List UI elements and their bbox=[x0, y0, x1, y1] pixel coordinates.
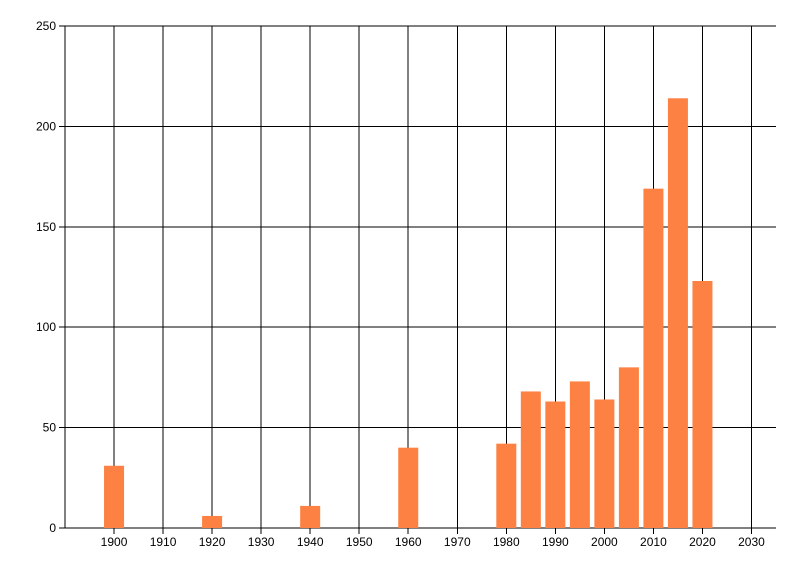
x-tick-label-1980: 1980 bbox=[493, 535, 520, 549]
bar-2005 bbox=[618, 367, 639, 528]
y-tick-label-150: 150 bbox=[36, 220, 56, 234]
y-tick-label-250: 250 bbox=[36, 19, 56, 33]
x-tick-label-2010: 2010 bbox=[640, 535, 667, 549]
x-tick-label-1930: 1930 bbox=[248, 535, 275, 549]
x-tick-label-1940: 1940 bbox=[297, 535, 324, 549]
bar-2015 bbox=[667, 98, 688, 529]
bar-1980 bbox=[496, 443, 517, 528]
bar-2000 bbox=[594, 399, 615, 528]
bar-1990 bbox=[545, 401, 566, 528]
x-tick-label-1950: 1950 bbox=[346, 535, 373, 549]
bar-2020 bbox=[692, 281, 713, 528]
bar-1985 bbox=[520, 391, 541, 528]
y-tick-label-50: 50 bbox=[43, 421, 57, 435]
x-tick-label-1900: 1900 bbox=[101, 535, 128, 549]
bar-1960 bbox=[398, 447, 419, 528]
y-tick-label-100: 100 bbox=[36, 320, 56, 334]
bar-1920 bbox=[202, 515, 223, 528]
x-tick-label-1960: 1960 bbox=[395, 535, 422, 549]
x-tick-label-1970: 1970 bbox=[444, 535, 471, 549]
x-tick-label-2030: 2030 bbox=[738, 535, 765, 549]
axis-labels: 0 50 100 150 200 250 1900 1910 1920 1930 1940 1950 1… bbox=[36, 19, 765, 549]
bars bbox=[104, 98, 713, 529]
x-tick-label-1990: 1990 bbox=[542, 535, 569, 549]
x-tick-label-1920: 1920 bbox=[199, 535, 226, 549]
x-tick-label-2000: 2000 bbox=[591, 535, 618, 549]
y-tick-label-0: 0 bbox=[49, 521, 56, 535]
bar-2010 bbox=[643, 188, 664, 528]
bar-1900 bbox=[104, 465, 125, 528]
x-tick-label-1910: 1910 bbox=[150, 535, 177, 549]
bar-1995 bbox=[569, 381, 590, 528]
x-tick-label-2020: 2020 bbox=[689, 535, 716, 549]
bar-1940 bbox=[300, 505, 321, 528]
y-tick-label-200: 200 bbox=[36, 119, 56, 133]
